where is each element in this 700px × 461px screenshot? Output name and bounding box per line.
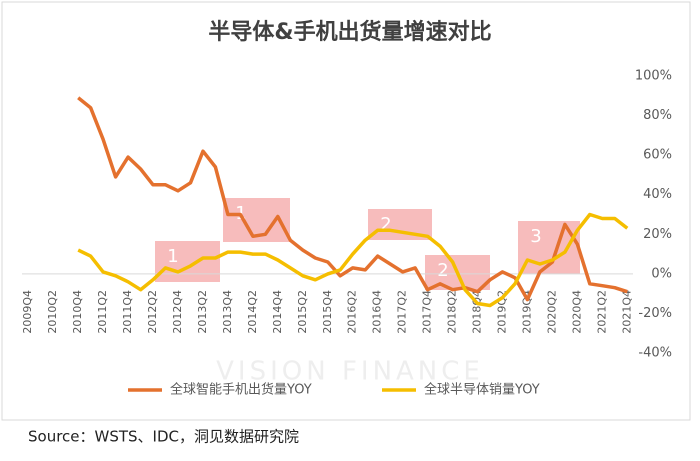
x-tick-label: 2013Q2 bbox=[196, 290, 209, 334]
y-tick-label: -20% bbox=[638, 306, 672, 321]
x-tick-label: 2012Q2 bbox=[146, 290, 159, 334]
legend-label: 全球半导体销量YOY bbox=[424, 382, 540, 398]
x-tick-label: 2010Q2 bbox=[46, 290, 59, 334]
chart-frame bbox=[1, 1, 691, 421]
y-tick-label: 100% bbox=[635, 69, 672, 84]
annotation-label: 2 bbox=[437, 260, 448, 281]
x-tick-label: 2021Q4 bbox=[620, 290, 633, 334]
annotation-label: 1 bbox=[167, 246, 178, 267]
series-line bbox=[77, 96, 628, 302]
chart-title: 半导体&手机出货量增速对比 bbox=[208, 19, 491, 45]
y-tick-label: 80% bbox=[643, 108, 672, 123]
x-tick-label: 2018Q2 bbox=[446, 290, 459, 334]
y-tick-label: 60% bbox=[643, 148, 672, 163]
x-tick-label: 2014Q2 bbox=[246, 290, 259, 334]
x-tick-label: 2011Q2 bbox=[96, 290, 109, 334]
x-tick-label: 2017Q2 bbox=[396, 290, 409, 334]
annotation-label: 2 bbox=[380, 214, 391, 235]
series-line bbox=[77, 212, 629, 308]
x-tick-label: 2021Q2 bbox=[595, 290, 608, 334]
annotation-label: 3 bbox=[530, 226, 541, 247]
source: Source：WSTS、IDC，洞见数据研究院 bbox=[28, 428, 299, 446]
x-tick-label: 2012Q4 bbox=[171, 290, 184, 334]
y-tick-label: 20% bbox=[643, 227, 672, 242]
legend-label: 全球智能手机出货量YOY bbox=[170, 382, 312, 398]
x-tick-label: 2011Q4 bbox=[121, 290, 134, 334]
x-tick-label: 2016Q2 bbox=[346, 290, 359, 334]
x-tick-label: 2013Q4 bbox=[221, 290, 234, 334]
x-tick-label: 2019Q4 bbox=[520, 290, 533, 334]
x-tick-label: 2014Q4 bbox=[271, 290, 284, 334]
x-tick-label: 2015Q2 bbox=[296, 290, 309, 334]
x-tick-label: 2010Q4 bbox=[71, 290, 84, 334]
y-tick-label: 0% bbox=[651, 266, 672, 281]
annotation-box bbox=[155, 241, 220, 282]
y-tick-label: -40% bbox=[638, 346, 672, 361]
x-tick-label: 2009Q4 bbox=[21, 290, 34, 334]
x-tick-label: 2020Q2 bbox=[545, 290, 558, 334]
watermark: VISION FINANCE bbox=[216, 357, 484, 387]
x-tick-label: 2017Q4 bbox=[421, 290, 434, 334]
x-tick-label: 2020Q4 bbox=[570, 290, 583, 334]
x-tick-label: 2016Q4 bbox=[371, 290, 384, 334]
x-tick-label: 2015Q4 bbox=[321, 290, 334, 334]
y-tick-label: 40% bbox=[643, 187, 672, 202]
